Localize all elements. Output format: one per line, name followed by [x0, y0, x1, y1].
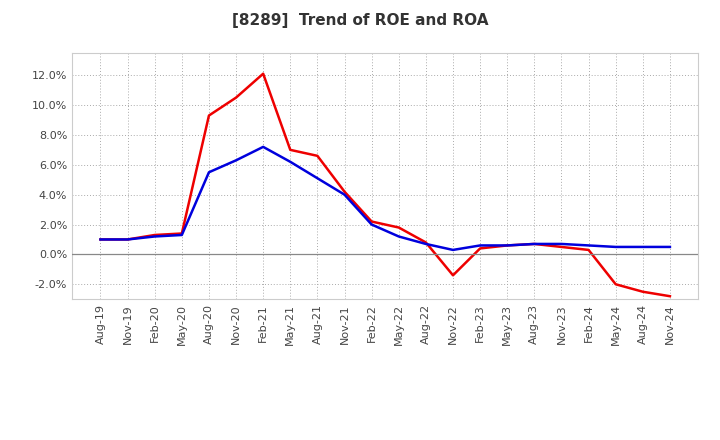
ROA	[395, 234, 403, 239]
ROA	[421, 241, 430, 246]
ROE	[259, 71, 268, 77]
ROE	[639, 289, 647, 294]
ROE	[96, 237, 105, 242]
Text: [8289]  Trend of ROE and ROA: [8289] Trend of ROE and ROA	[232, 13, 488, 28]
ROE	[449, 273, 457, 278]
Line: ROA: ROA	[101, 147, 670, 250]
ROA	[204, 170, 213, 175]
ROA	[584, 243, 593, 248]
ROA	[530, 241, 539, 246]
ROE	[232, 95, 240, 100]
ROA	[557, 241, 566, 246]
ROE	[313, 153, 322, 158]
ROE	[395, 225, 403, 230]
ROE	[584, 247, 593, 253]
ROA	[259, 144, 268, 150]
ROA	[476, 243, 485, 248]
ROE	[123, 237, 132, 242]
ROE	[557, 244, 566, 249]
ROA	[449, 247, 457, 253]
ROA	[503, 243, 511, 248]
ROE	[503, 243, 511, 248]
ROA	[639, 244, 647, 249]
ROE	[178, 231, 186, 236]
ROA	[341, 192, 349, 197]
ROA	[178, 232, 186, 238]
ROE	[476, 246, 485, 251]
Legend: ROE, ROA: ROE, ROA	[303, 433, 467, 440]
ROE	[665, 293, 674, 299]
ROE	[286, 147, 294, 153]
ROA	[611, 244, 620, 249]
Line: ROE: ROE	[101, 74, 670, 296]
ROE	[341, 189, 349, 194]
ROA	[313, 176, 322, 181]
ROA	[96, 237, 105, 242]
ROE	[150, 232, 159, 238]
ROE	[204, 113, 213, 118]
ROA	[123, 237, 132, 242]
ROE	[367, 219, 376, 224]
ROE	[421, 240, 430, 245]
ROE	[611, 282, 620, 287]
ROE	[530, 241, 539, 246]
ROA	[367, 222, 376, 227]
ROA	[665, 244, 674, 249]
ROA	[232, 158, 240, 163]
ROA	[286, 159, 294, 165]
ROA	[150, 234, 159, 239]
